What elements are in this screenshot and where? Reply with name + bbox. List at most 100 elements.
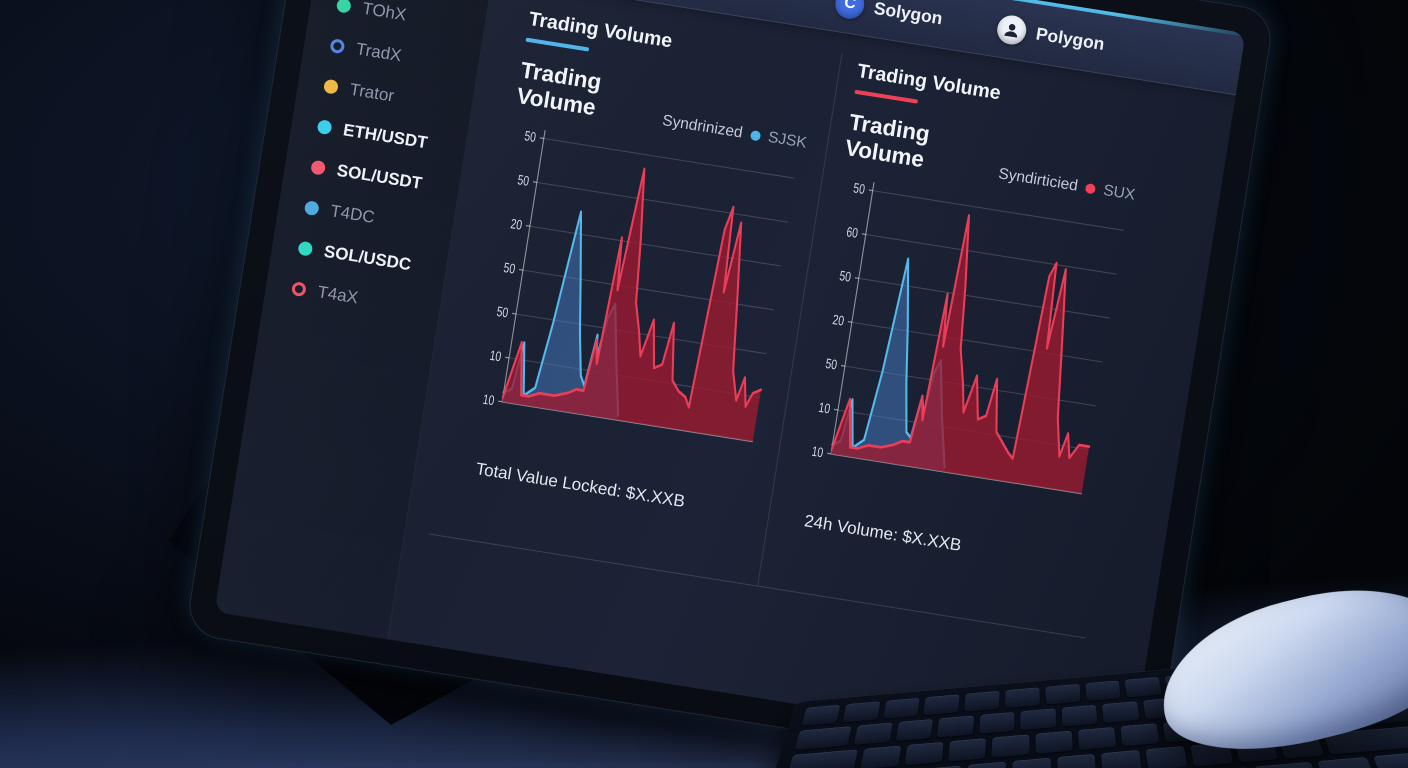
dot-icon [335,0,352,14]
keyboard-key [991,734,1029,758]
ring-icon [290,281,307,298]
keyboard-key [1124,676,1162,698]
keyboard-key [1020,708,1057,731]
keyboard-key [1035,730,1073,754]
svg-text:50: 50 [838,268,852,285]
svg-text:10: 10 [810,443,824,460]
sidebar-item-label: ETH/USDT [341,120,429,153]
sidebar-item-trator[interactable]: Trator [322,76,473,119]
tab-trading-volume[interactable]: Trading Volume [525,7,674,64]
dot-icon [322,78,339,95]
dot-icon [303,200,320,217]
keyboard-key [1101,749,1143,768]
legend-dot-icon [749,129,761,142]
sidebar-item-eth-usdt[interactable]: ETH/USDT [316,116,466,159]
main-area: ethereumBSolanaCSolygonPolygon Trading V… [388,0,1245,757]
sidebar-item-sol-usdc[interactable]: SOL/USDC [297,238,447,281]
nav-item-solygon[interactable]: C Solygon [833,0,944,33]
nav-item-label: Solygon [872,0,945,28]
svg-text:60: 60 [845,224,859,241]
keyboard-key [860,745,902,768]
tab-label: Trading Volume [855,59,1003,105]
keyboard-key [1077,726,1117,751]
sidebar-item-t4dc[interactable]: T4DC [303,197,453,240]
keyboard-key [794,726,852,751]
tab-label: Trading Volume [527,7,674,53]
svg-text:50: 50 [523,128,537,145]
keyboard-key [1120,723,1160,747]
screen-body: DEX TOhXTradXTratorETH/USDTSOL/USDTT4DCS… [214,0,1245,757]
keyboard-key [979,711,1015,734]
chart-panels: Trading Volume Trading Volume Syndrinized S… [388,0,1236,757]
tab-underline [853,89,918,104]
svg-text:10: 10 [489,347,503,364]
dashboard-screen: DEX TOhXTradXTratorETH/USDTSOL/USDTT4DCS… [214,0,1246,758]
trading-volume-chart: 50 60 50 20 50 10 10 [810,180,1124,495]
keyboard-key [923,694,960,716]
keyboard-key [1004,687,1040,709]
sidebar-item-label: T4aX [316,282,360,308]
svg-text:50: 50 [496,303,510,320]
keyboard-key [895,719,934,742]
sidebar-item-tohx[interactable]: TOhX [335,0,485,38]
sidebar-item-label: SOL/USDC [322,241,413,275]
keyboard-key [904,741,944,766]
legend-label: Syndirticied [997,165,1080,195]
sidebar-item-label: SOL/USDT [335,160,424,193]
keyboard-key [1056,753,1097,768]
chart-panel-2: Trading Volume Trading Volume Syndirticied… [756,53,1170,639]
monitor: DEX TOhXTradXTratorETH/USDTSOL/USDTT4DCS… [184,0,1276,768]
svg-text:50: 50 [852,180,866,197]
sidebar-item-tradx[interactable]: TradX [329,35,479,78]
chart-panel-1: Trading Volume Trading Volume Syndrinized S… [429,1,842,587]
sidebar-item-label: TradX [354,39,403,66]
polygon-icon [995,12,1029,47]
keyboard-key [1373,751,1408,768]
svg-text:50: 50 [503,260,517,277]
dot-icon [310,159,327,176]
chain-nav: ethereumBSolanaCSolygonPolygon [493,0,1245,96]
nav-item-polygon[interactable]: Polygon [995,12,1107,59]
keyboard-key [1012,757,1051,768]
keyboard-key [964,690,1000,712]
keyboard-key [947,738,987,762]
legend-label: Syndrinized [661,112,744,142]
keyboard-key [787,749,859,768]
tab-trading-volume[interactable]: Trading Volume [853,59,1003,116]
svg-text:50: 50 [516,172,530,189]
keyboard-key [1317,756,1376,768]
sidebar-item-t4ax[interactable]: T4aX [290,278,440,321]
keyboard-key [1045,683,1081,705]
sidebar-item-label: T4DC [329,201,376,227]
nav-item-label: Polygon [1034,22,1107,54]
keyboard-key [966,761,1007,768]
solygon-icon: C [833,0,867,21]
ring-icon [329,38,346,55]
dot-icon [316,119,333,136]
keyboard-key [801,704,841,727]
nav-item-solana[interactable]: BSolana [683,0,783,7]
svg-text:20: 20 [509,216,523,233]
keyboard-key [1085,680,1122,702]
trading-volume-chart: 50 50 20 50 50 10 10 [482,128,795,443]
legend-value: SJSK [766,128,808,152]
keyboard-key [1253,761,1319,768]
keyboard-key [853,722,893,745]
nav-item-label: Solana [722,0,782,3]
sidebar-item-sol-usdt[interactable]: SOL/USDT [310,157,460,200]
svg-text:10: 10 [817,399,831,416]
keyboard-key [1102,701,1140,723]
sidebar-item-label: Trator [348,79,396,106]
tab-underline [525,37,590,52]
svg-text:10: 10 [482,391,496,408]
keyboard-key [937,715,975,738]
sidebar-item-label: TOhX [361,0,408,25]
legend-value: SUX [1102,181,1137,204]
dot-icon [297,240,314,257]
keyboard-key [1145,746,1188,768]
keyboard-key [1061,704,1098,727]
svg-text:50: 50 [824,355,838,372]
keyboard-key [882,697,920,719]
svg-text:20: 20 [831,312,845,329]
